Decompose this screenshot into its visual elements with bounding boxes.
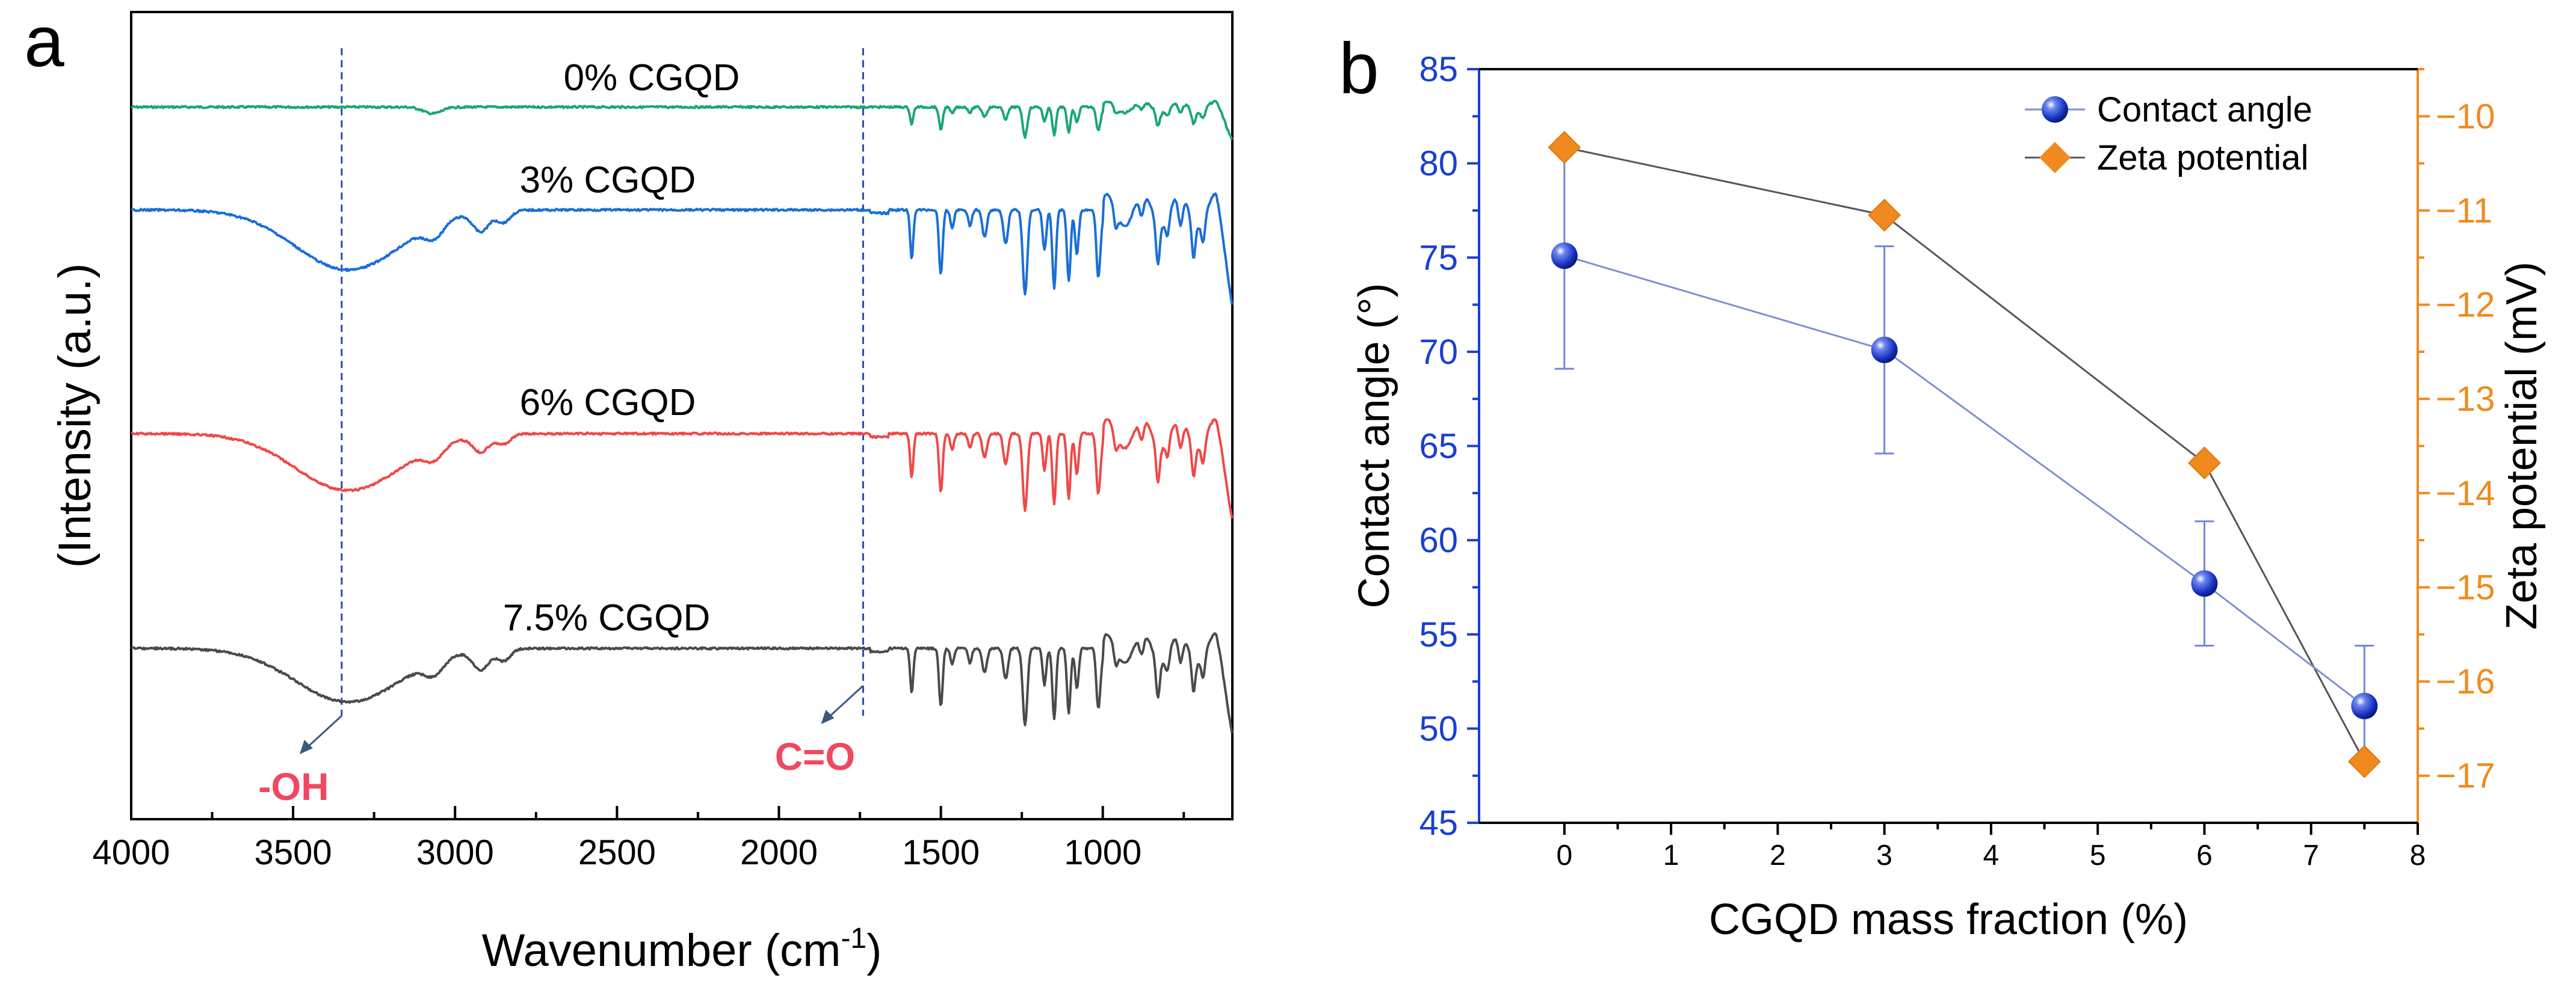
panel-b-zeta-point [2188, 446, 2221, 480]
panel-a-co-label: C=O [775, 735, 855, 778]
panel-b-right-tick-label: −12 [2436, 286, 2495, 325]
panel-b-zeta-point [2347, 745, 2381, 778]
panel-b-x-axis-label: CGQD mass fraction (%) [1709, 896, 2188, 944]
panel-b-legend-zeta-label: Zeta potential [2097, 138, 2308, 177]
panel-a-y-axis-label: (Intensity (a.u.) [49, 263, 100, 568]
panel-b-left-ticks: 45 50 55 60 65 70 75 80 85 [1419, 50, 1479, 843]
panel-b-left-axis-label: Contact angle (°) [1350, 283, 1398, 608]
panel-a-oh-label: -OH [258, 765, 329, 808]
panel-b-legend-contact-marker [2042, 96, 2068, 123]
panel-b-zeta-point [1548, 131, 1581, 164]
panel-a-series-label: 6% CGQD [520, 382, 696, 423]
panel-b-label: b [1339, 28, 1379, 109]
panel-a-x-tick-label: 4000 [92, 833, 170, 872]
panel-a-reference-lines [341, 48, 864, 716]
panel-b-zeta-line [1564, 146, 2365, 762]
panel-a-series-label: 0% CGQD [564, 57, 740, 99]
panel-a-x-tick-label: 1000 [1064, 833, 1141, 872]
panel-b-zeta-point [1868, 198, 1901, 232]
panel-a-series-label: 3% CGQD [520, 159, 696, 201]
panel-b-x-tick-label: 8 [2410, 840, 2426, 872]
panel-a-series-line [131, 418, 1234, 519]
panel-b-left-tick-label: 75 [1419, 238, 1458, 277]
panel-a-co-arrowhead [821, 710, 835, 724]
panel-b-right-tick-label: −15 [2436, 568, 2495, 607]
panel-b-contact-point [2191, 570, 2218, 597]
panel-b-contact-point [2351, 692, 2378, 719]
panel-a-plot-frame [130, 11, 1234, 820]
panel-b-series [1548, 131, 2381, 778]
panel-b-right-tick-label: −13 [2436, 380, 2495, 419]
panel-b-left-tick-label: 45 [1419, 804, 1458, 843]
panel-b-right-tick-label: −14 [2436, 474, 2495, 513]
panel-b-left-tick-label: 80 [1419, 144, 1458, 183]
panel-b-x-tick-label: 0 [1556, 840, 1572, 872]
panel-b-right-tick-label: −11 [2436, 191, 2492, 230]
panel-b-x-tick-label: 7 [2303, 840, 2319, 872]
panel-b-left-tick-label: 50 [1419, 709, 1458, 748]
panel-b-left-tick-label: 65 [1419, 427, 1458, 466]
panel-a-co-arrow [826, 684, 864, 720]
panel-b-legend: Contact angle Zeta potential [2025, 90, 2312, 177]
panel-a-oh-arrowhead [299, 740, 313, 754]
panel-a-peak-annotations: -OH C=O [258, 684, 864, 808]
panel-b-x-tick-label: 3 [1876, 840, 1892, 872]
panel-a-oh-arrow [304, 715, 342, 750]
panel-a-series-line [131, 632, 1234, 734]
panel-a-x-ticks: 4000 3500 3000 2500 2000 1500 1000 [92, 806, 1185, 872]
panel-a-x-tick-label: 3500 [255, 833, 332, 872]
panel-b-x-tick-label: 1 [1663, 840, 1679, 872]
panel-b-right-tick-label: −10 [2436, 97, 2495, 136]
panel-a-series-line [131, 192, 1234, 305]
panel-b-legend-contact-label: Contact angle [2097, 90, 2312, 129]
panel-a-x-tick-label: 1500 [902, 833, 980, 872]
panel-b-contact-point [1871, 336, 1898, 363]
panel-b-contact-point [1551, 242, 1578, 269]
panel-a-x-axis-label: Wavenumber (cm-1) [482, 923, 882, 976]
panel-b-right-tick-label: −17 [2436, 757, 2495, 796]
panel-a-series-label: 7.5% CGQD [503, 597, 711, 639]
panel-b-contact-line [1564, 254, 2365, 707]
panel-b-left-tick-label: 60 [1419, 521, 1458, 560]
panel-a-series [131, 99, 1234, 734]
panel-b-left-tick-label: 85 [1419, 50, 1458, 89]
panel-a-series-labels: 0% CGQD 3% CGQD 6% CGQD 7.5% CGQD [503, 57, 740, 639]
panel-b-x-tick-label: 4 [1983, 840, 2000, 872]
panel-b-right-axis-label: Zeta potential (mV) [2498, 262, 2546, 630]
panel-a-series-line [131, 99, 1234, 140]
panel-b-left-tick-label: 70 [1419, 333, 1458, 372]
panel-b-legend-zeta-marker [2039, 142, 2071, 173]
panel-a-ftir-chart: a 4000 3500 3000 2500 2000 1500 1000 0% CGQD 3%… [24, 1, 1234, 976]
panel-b-x-tick-label: 6 [2196, 840, 2213, 872]
panel-b-x-tick-label: 2 [1770, 840, 1786, 872]
panel-a-x-tick-label: 2000 [740, 833, 818, 872]
panel-b-right-tick-label: −16 [2436, 662, 2495, 701]
panel-b-x-tick-label: 5 [2090, 840, 2106, 872]
panel-a-label: a [24, 1, 64, 82]
panel-b-right-ticks: −10 −11 −12 −13 −14 −15 −16 −17 [2418, 68, 2495, 796]
panel-a-x-tick-label: 3000 [416, 833, 494, 872]
panel-b-x-ticks: 0 1 2 3 4 5 6 7 8 [1556, 823, 2426, 872]
panel-b-left-tick-label: 55 [1419, 615, 1458, 654]
panel-a-x-tick-label: 2500 [578, 833, 656, 872]
